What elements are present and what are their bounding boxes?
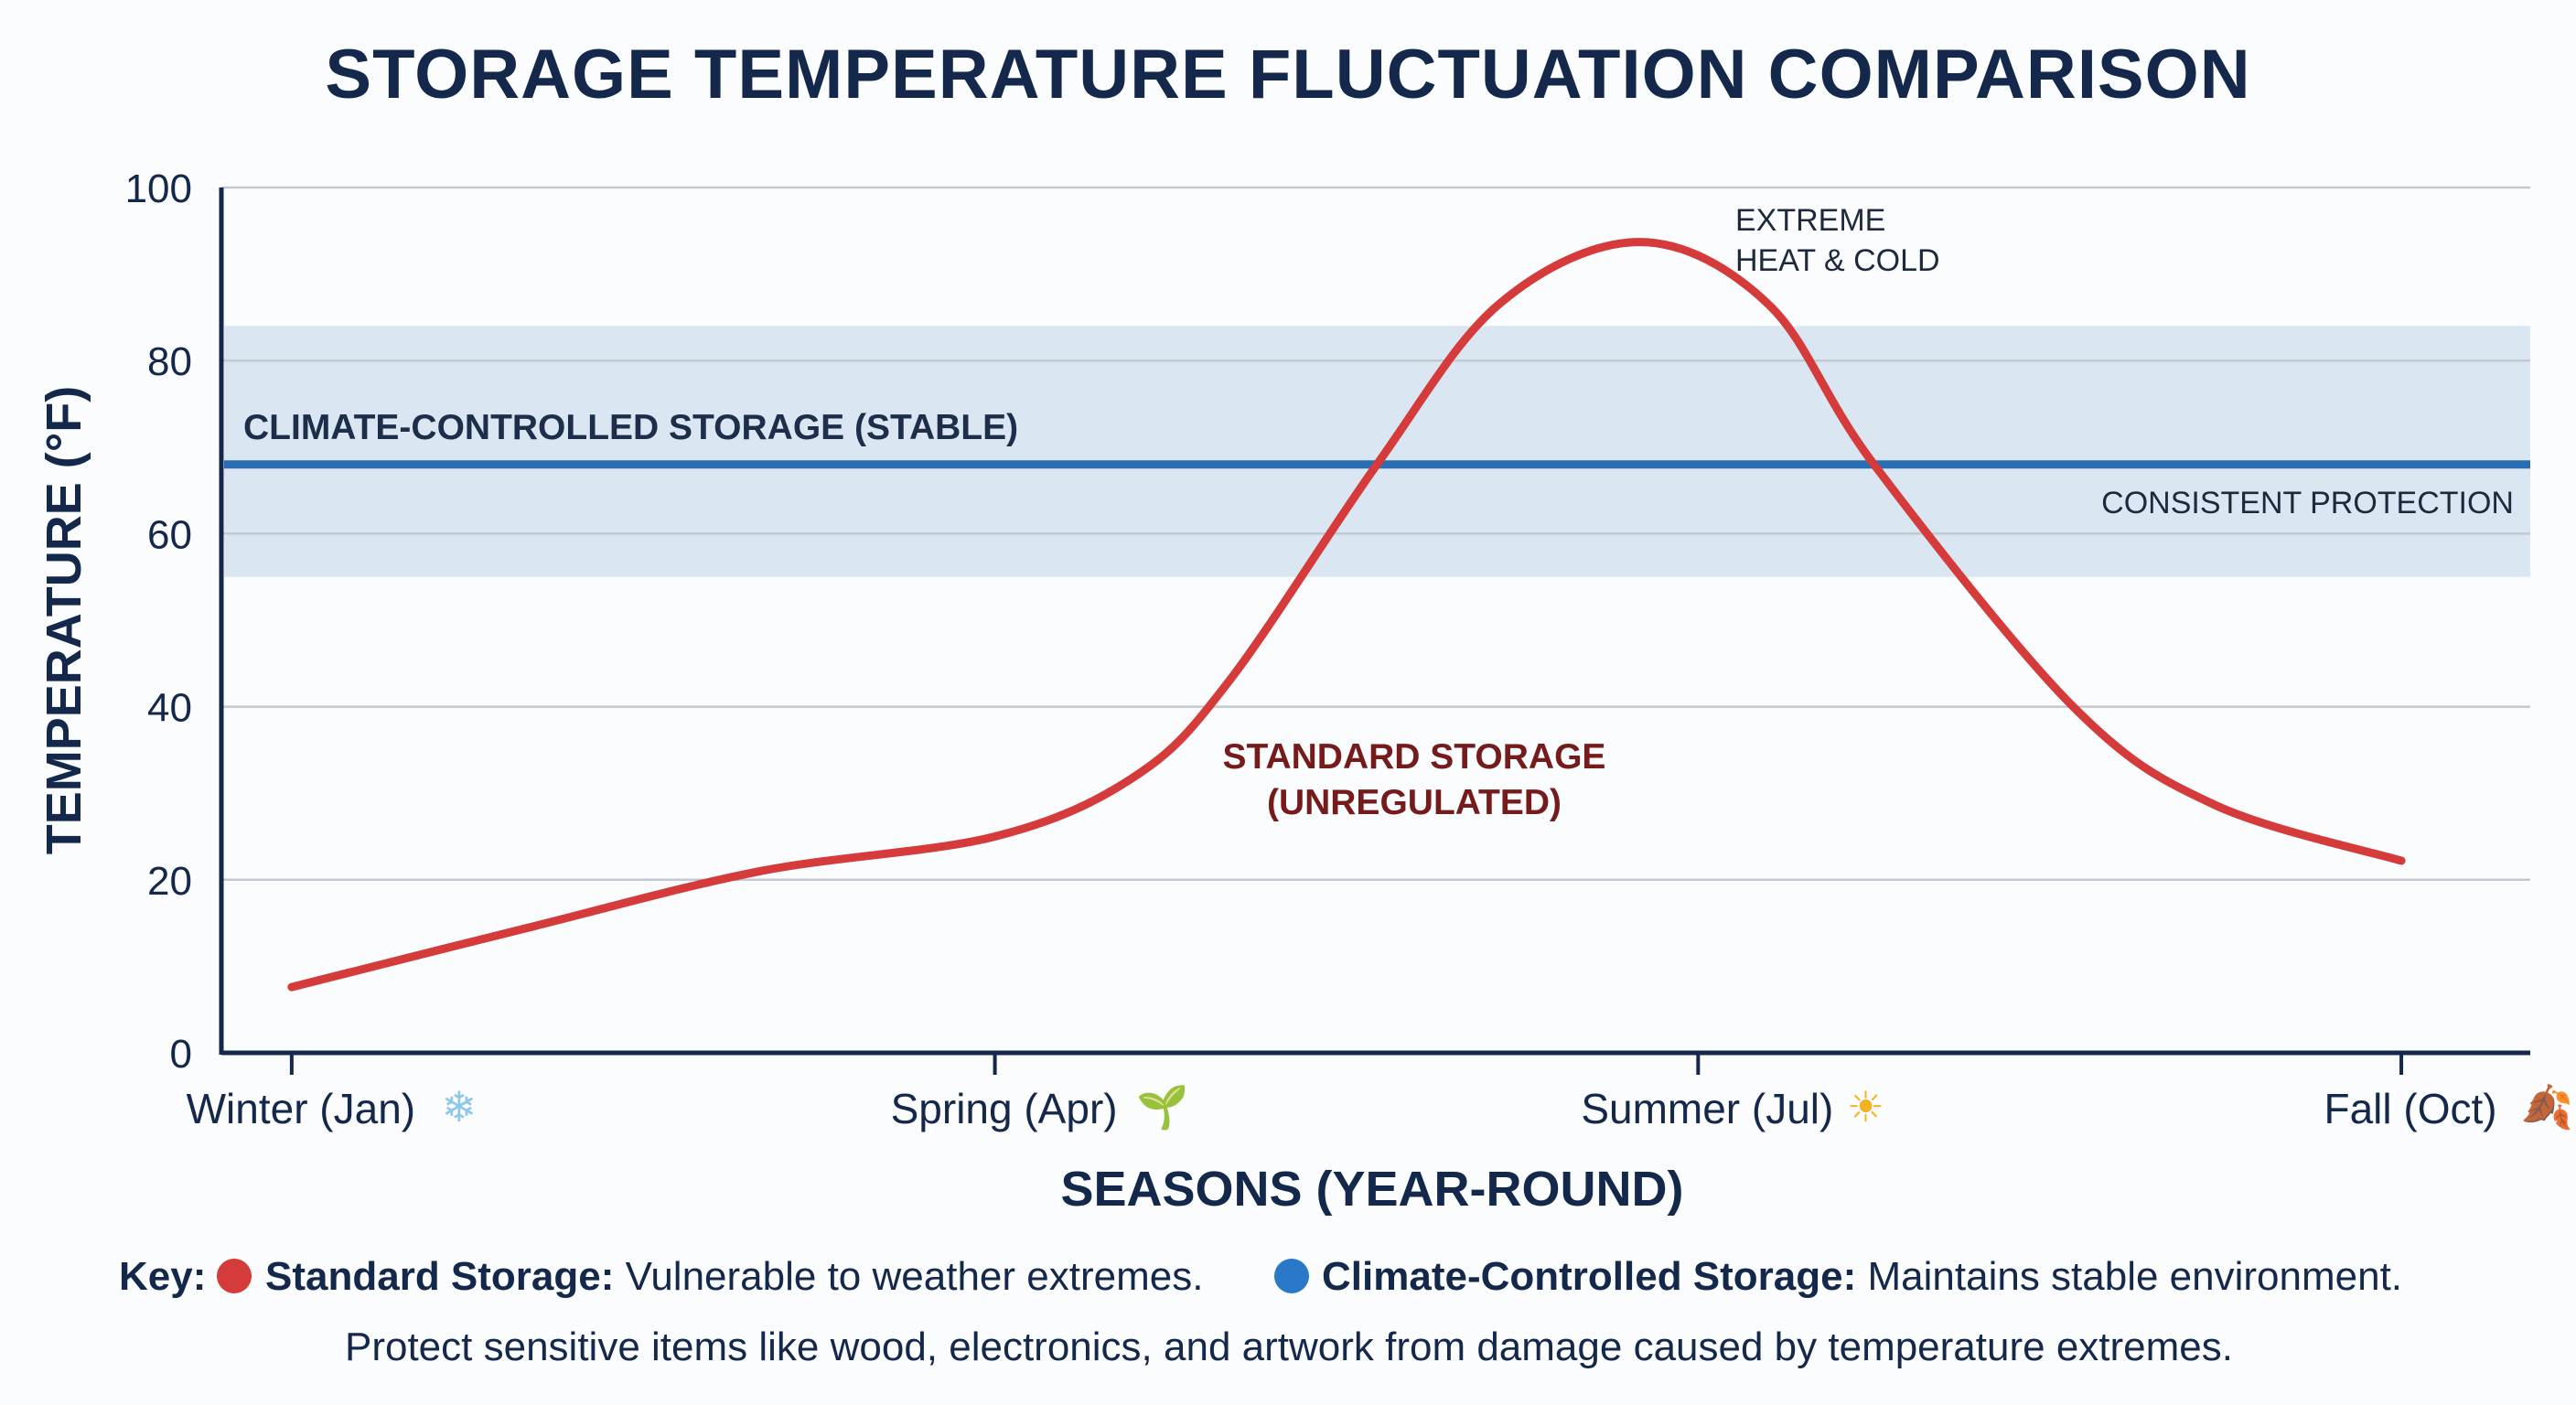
y-tick-label: 60 [147,512,192,557]
climate-controlled-label: CLIMATE-CONTROLLED STORAGE (STABLE) [243,408,1018,447]
x-tick-label: Winter (Jan) [187,1085,415,1132]
legend-desc-standard: Vulnerable to weather extremes. [614,1254,1203,1299]
legend-line: Key: [119,1254,206,1299]
legend-marker-standard [217,1259,252,1293]
fallen-leaf-icon: 🍂 [2521,1083,2573,1132]
y-tick-label: 40 [147,686,192,731]
legend-prefix: Key: [119,1254,206,1299]
extreme-label-line2: HEAT & COLD [1735,243,1940,278]
legend-label-standard: Standard Storage: [265,1254,614,1299]
standard-storage-line [287,238,2406,992]
legend-marker-climate [1274,1259,1309,1293]
y-axis-title: TEMPERATURE (°F) [37,386,91,855]
snowflake-icon: ❄ [442,1083,478,1131]
legend-label-climate: Climate-Controlled Storage: [1322,1254,1856,1299]
legend-note: Protect sensitive items like wood, elect… [345,1325,2233,1369]
consistent-protection-label: CONSISTENT PROTECTION [2101,486,2514,520]
x-tick-label: Fall (Oct) [2324,1085,2497,1132]
x-tick-label: Summer (Jul) [1581,1085,1833,1132]
y-tick-label: 0 [170,1032,192,1077]
legend-item-standard: Standard Storage: Vulnerable to weather … [265,1254,1203,1299]
standard-storage-label-line1: STANDARD STORAGE [1223,737,1606,777]
y-tick-label: 20 [147,859,192,904]
legend-desc-climate: Maintains stable environment. [1856,1254,2402,1299]
sun-icon: ☀ [1847,1083,1884,1131]
extreme-label-line1: EXTREME [1735,203,1885,238]
x-tick-label: Spring (Apr) [891,1085,1118,1132]
y-tick-label: 80 [147,339,192,384]
chart-title: STORAGE TEMPERATURE FLUCTUATION COMPARIS… [325,36,2250,113]
standard-storage-label-line2: (UNREGULATED) [1267,783,1562,822]
stable-band [224,326,2530,577]
y-tick-label: 100 [125,166,192,211]
x-axis-title: SEASONS (YEAR-ROUND) [1060,1162,1683,1217]
seedling-icon: 🌱 [1136,1083,1188,1132]
legend-item-climate: Climate-Controlled Storage: Maintains st… [1322,1254,2402,1299]
